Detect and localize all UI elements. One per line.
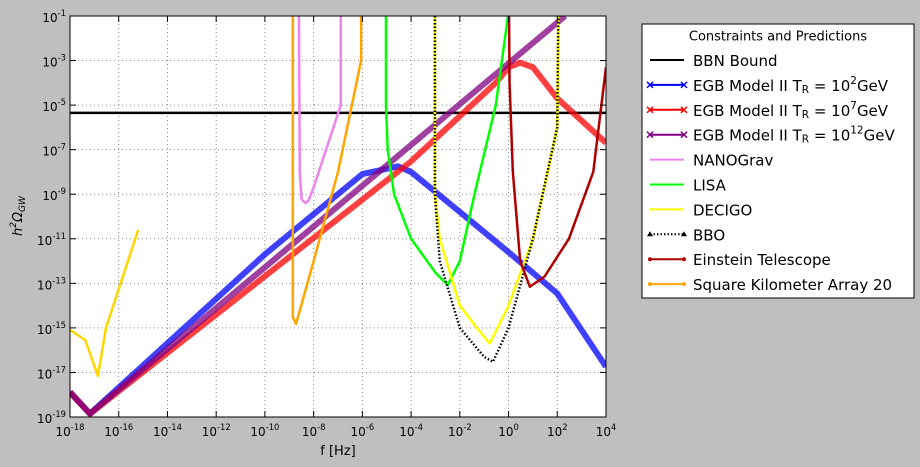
y-tick-label: 10-19​ bbox=[37, 409, 66, 426]
legend-label: Einstein Telescope bbox=[693, 251, 831, 269]
series-line bbox=[70, 16, 568, 417]
y-tick-label: 10-5​ bbox=[42, 97, 66, 114]
x-tick-label: 10-10​ bbox=[250, 422, 279, 439]
x-tick-label: 10-12​ bbox=[202, 422, 231, 439]
series-line bbox=[384, 16, 510, 287]
legend-label: Square Kilometer Array 20 bbox=[693, 276, 892, 294]
legend-marker bbox=[680, 106, 688, 114]
y-tick-label: 10-7​ bbox=[42, 141, 66, 158]
legend-title: Constraints and Predictions bbox=[689, 30, 867, 45]
y-tick-label: 10-9​ bbox=[42, 186, 66, 203]
x-tick-label: 10-4​ bbox=[399, 422, 423, 439]
x-tick-label: 10-14​ bbox=[153, 422, 182, 439]
legend-marker bbox=[680, 131, 688, 139]
series-line bbox=[507, 16, 606, 289]
y-tick-label: 10-13​ bbox=[37, 275, 66, 292]
y-tick-label: 10-15​ bbox=[37, 319, 66, 336]
y-tick-label: 10-17​ bbox=[37, 364, 66, 381]
x-axis-label: f [Hz] bbox=[320, 444, 355, 459]
y-axis-label: h2ΩGW​ bbox=[9, 195, 28, 236]
legend-marker bbox=[646, 131, 654, 139]
x-tick-label: 10-6​ bbox=[351, 422, 375, 439]
legend-label: NANOGrav bbox=[693, 151, 773, 169]
x-tick-label: 10-2​ bbox=[448, 422, 472, 439]
legend-marker bbox=[681, 231, 687, 237]
legend-label: BBN Bound bbox=[693, 52, 778, 70]
series-line bbox=[433, 16, 560, 364]
legend-marker bbox=[648, 282, 652, 287]
curves bbox=[70, 16, 606, 417]
legend-label: EGB Model II TR = 107GeV bbox=[693, 100, 889, 121]
series-line bbox=[70, 229, 140, 378]
legend-marker bbox=[682, 257, 686, 262]
y-tick-label: 10-1​ bbox=[42, 8, 66, 25]
legend-box bbox=[641, 23, 915, 299]
legend-label: DECIGO bbox=[693, 201, 752, 219]
legend-marker bbox=[646, 106, 654, 114]
x-tick-label: 104​ bbox=[596, 422, 617, 439]
x-tick-label: 10-18​ bbox=[56, 422, 85, 439]
x-tick-label: 10-8​ bbox=[302, 422, 326, 439]
axes: 10-18​ 10-16​ 10-14​ 10-12​ 10-10​ 10-8​ 10-6​… bbox=[37, 8, 616, 439]
legend-label: EGB Model II TR = 102GeV bbox=[693, 75, 889, 96]
series-line bbox=[297, 16, 343, 205]
series-line bbox=[291, 16, 363, 326]
x-tick-label: 100​ bbox=[498, 422, 519, 439]
y-tick-label: 10-11​ bbox=[37, 230, 66, 247]
legend-marker bbox=[682, 282, 686, 287]
legend: Constraints and Predictions BBN Bound EGB… bbox=[641, 23, 915, 299]
plot-frame bbox=[69, 15, 607, 418]
legend-label: EGB Model II TR = 1012GeV bbox=[693, 125, 895, 146]
legend-label: BBO bbox=[693, 226, 725, 244]
y-tick-label: 10-3​ bbox=[42, 52, 66, 69]
legend-marker bbox=[646, 81, 654, 89]
legend-marker bbox=[648, 257, 652, 262]
x-tick-label: 10-16​ bbox=[104, 422, 133, 439]
legend-label: LISA bbox=[693, 176, 727, 194]
legend-marker bbox=[647, 231, 653, 237]
legend-marker bbox=[680, 81, 688, 89]
x-tick-label: 102​ bbox=[547, 422, 568, 439]
